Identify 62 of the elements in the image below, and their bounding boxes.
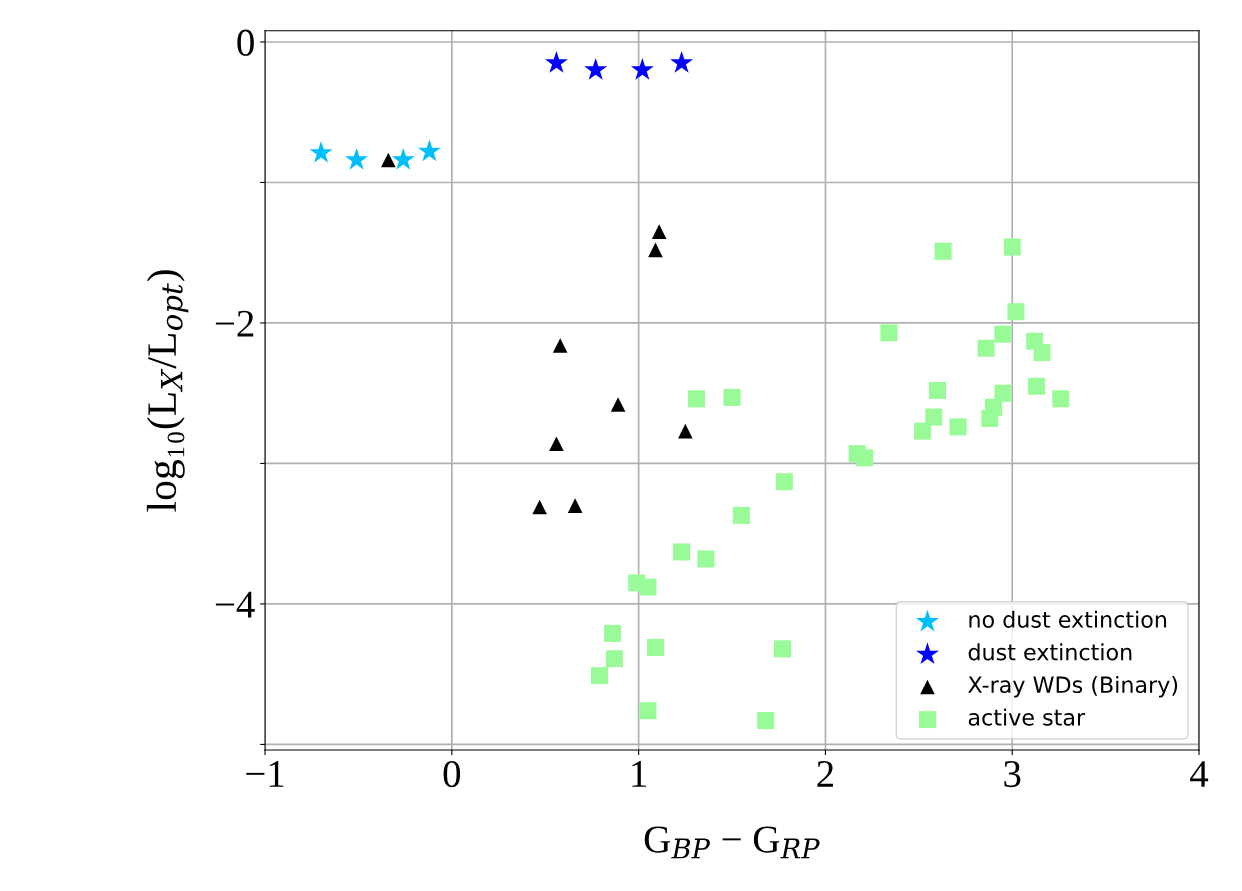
point: [567, 498, 583, 513]
point: [584, 58, 608, 80]
point: [309, 140, 333, 163]
point: [545, 51, 568, 73]
x-tick-label: 2: [817, 761, 834, 787]
point: [552, 338, 568, 353]
y-tick-label: 0: [237, 29, 254, 56]
point: [981, 409, 999, 427]
point: [381, 152, 396, 168]
point: [630, 58, 654, 80]
y-tick-label: −2: [215, 310, 254, 337]
x-tick-label: 0: [443, 760, 461, 788]
legend-label: no dust extinction: [969, 610, 1167, 628]
point: [732, 506, 750, 524]
point: [723, 388, 741, 406]
point: [697, 550, 715, 568]
point: [639, 578, 657, 596]
point: [391, 147, 415, 170]
point: [977, 339, 995, 357]
point: [880, 324, 898, 342]
point: [345, 147, 369, 170]
point: [646, 638, 664, 656]
legend-label: X-ray WDs (Binary): [968, 675, 1178, 698]
x-tick-label: −1: [246, 761, 284, 787]
point: [994, 325, 1012, 343]
point: [532, 499, 547, 515]
y-tick-label: −4: [215, 591, 255, 618]
point: [1003, 238, 1021, 256]
point: [417, 139, 441, 162]
x-tick-label: 4: [1190, 761, 1209, 787]
point: [670, 51, 694, 73]
point: [673, 543, 691, 561]
legend-label: dust extinction: [968, 643, 1132, 661]
point: [590, 667, 608, 685]
point: [929, 381, 947, 399]
point: [1007, 303, 1025, 321]
point: [925, 408, 943, 426]
point: [549, 436, 564, 452]
point: [610, 397, 626, 412]
point: [757, 712, 775, 730]
point: [688, 390, 706, 408]
point: [1052, 390, 1070, 408]
point: [678, 423, 693, 439]
x-tick-label: 1: [632, 761, 647, 787]
point: [651, 224, 667, 239]
y-axis-title: log₁₀(L$_{X}$/L$_{opt}$): [146, 270, 189, 512]
x-tick-label: 3: [1004, 761, 1021, 788]
point: [648, 242, 663, 258]
point: [934, 242, 952, 260]
point: [775, 473, 793, 491]
point: [856, 449, 874, 467]
point: [994, 384, 1012, 402]
x-axis-title: G$_{BP}$ − G$_{RP}$: [644, 826, 820, 859]
point: [1033, 343, 1051, 361]
point: [605, 650, 623, 668]
point: [603, 624, 621, 642]
point: [773, 640, 791, 658]
legend-label: active star: [968, 708, 1086, 726]
point: [949, 418, 967, 436]
point: [1028, 377, 1046, 395]
point: [914, 422, 932, 440]
point: [639, 702, 657, 720]
